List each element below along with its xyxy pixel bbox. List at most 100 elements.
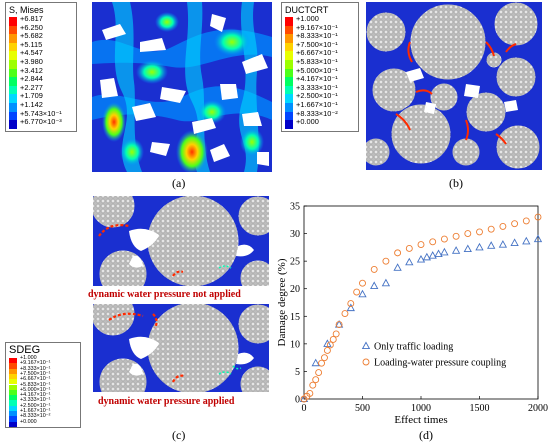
legend-swatch bbox=[285, 111, 293, 121]
y-tick-label: 5 bbox=[295, 367, 300, 378]
x-tick-label: 1000 bbox=[411, 403, 431, 414]
legend-swatch bbox=[285, 60, 293, 69]
mises-stress-contour bbox=[92, 2, 272, 172]
data-point-coupling bbox=[315, 369, 323, 376]
ductile-damage-mesh bbox=[366, 2, 542, 170]
data-point-traffic bbox=[346, 303, 355, 312]
data-point-traffic bbox=[428, 251, 437, 259]
data-point-traffic bbox=[487, 241, 496, 249]
y-tick-label: 15 bbox=[290, 312, 300, 323]
data-point-coupling bbox=[326, 341, 334, 349]
data-point-traffic bbox=[440, 247, 449, 256]
legend-swatch bbox=[9, 77, 17, 86]
y-axis-label: Damage degree (%) bbox=[276, 258, 288, 346]
legend-value: +8.333×10⁻¹ bbox=[296, 31, 338, 41]
y-tick-label: 25 bbox=[290, 257, 300, 268]
legend-swatch bbox=[285, 25, 293, 35]
caption-pressure-not-applied: dynamic water pressure not applied bbox=[88, 289, 241, 300]
legend-value: +2.277 bbox=[20, 82, 43, 92]
legend-label: Loading-water pressure coupling bbox=[374, 358, 506, 369]
data-point-traffic bbox=[522, 236, 531, 245]
legend-value: +8.333×10⁻² bbox=[20, 413, 51, 420]
data-point-coupling bbox=[347, 300, 355, 308]
legend-value: +2.500×10⁻¹ bbox=[296, 91, 338, 101]
legend-swatch bbox=[285, 68, 293, 78]
legend-value: +6.770×10⁻³ bbox=[20, 117, 62, 127]
data-point-coupling bbox=[417, 241, 425, 249]
data-point-coupling bbox=[464, 230, 472, 238]
legend-swatch bbox=[9, 405, 17, 411]
legend-value: +0.000 bbox=[296, 117, 319, 127]
data-point-coupling bbox=[329, 335, 337, 343]
legend-value: +3.333×10⁻¹ bbox=[20, 397, 51, 404]
legend-label: Only traffic loading bbox=[374, 342, 453, 353]
legend-value: +8.333×10⁻¹ bbox=[20, 365, 51, 372]
plot-frame bbox=[303, 205, 539, 400]
panel-label-c: (c) bbox=[172, 428, 186, 442]
legend-swatch bbox=[9, 42, 17, 52]
legend-value: +5.000×10⁻¹ bbox=[296, 65, 338, 75]
legend-value: +5.000×10⁻¹ bbox=[20, 386, 51, 393]
legend-value: +0.000 bbox=[20, 418, 37, 425]
data-point-traffic bbox=[416, 254, 426, 263]
y-tick-label: 20 bbox=[290, 284, 300, 295]
legend-swatch bbox=[9, 395, 17, 401]
legend-title: S, Mises bbox=[9, 5, 44, 15]
legend-swatch bbox=[9, 17, 17, 26]
panel-a: S, Mises +6.817 +6.250 +5.682 +5.115 +4.547 +… bbox=[0, 0, 276, 196]
legend-swatch bbox=[9, 34, 17, 43]
data-point-coupling bbox=[382, 257, 390, 265]
legend-swatch bbox=[9, 60, 17, 69]
caption-pressure-applied: dynamic water pressure applied bbox=[98, 396, 235, 407]
data-point-coupling bbox=[321, 354, 328, 362]
legend-value: +9.167×10⁻¹ bbox=[20, 360, 51, 367]
legend-value: +5.682 bbox=[20, 31, 43, 41]
data-point-coupling bbox=[341, 310, 349, 317]
data-point-coupling bbox=[353, 288, 361, 296]
legend-swatch bbox=[9, 68, 17, 78]
data-point-coupling bbox=[452, 232, 460, 240]
legend-value: +4.547 bbox=[20, 48, 43, 58]
data-point-traffic bbox=[463, 244, 472, 253]
data-point-traffic bbox=[451, 246, 461, 254]
legend-value: +3.980 bbox=[20, 57, 43, 66]
sdeg-mesh-top bbox=[93, 196, 269, 286]
data-point-traffic bbox=[498, 240, 508, 248]
legend-value: +5.833×10⁻¹ bbox=[20, 381, 51, 388]
legend-value: +1.142 bbox=[20, 100, 43, 109]
legend-swatch bbox=[9, 51, 17, 60]
data-point-traffic bbox=[510, 238, 519, 246]
x-axis-label: Effect times bbox=[394, 414, 447, 426]
data-point-coupling bbox=[309, 381, 317, 389]
data-point-coupling bbox=[405, 245, 413, 252]
legend-swatch bbox=[285, 17, 293, 26]
data-point-coupling bbox=[534, 213, 542, 221]
legend-swatch bbox=[9, 103, 17, 112]
legend-title: DUCTCRT bbox=[285, 5, 329, 15]
legend-value: +1.000 bbox=[20, 355, 37, 361]
legend-swatch bbox=[9, 94, 17, 103]
data-point-coupling bbox=[335, 321, 343, 329]
data-point-coupling bbox=[332, 330, 340, 338]
legend-swatch bbox=[285, 51, 293, 60]
panel-d: 0 5 10 15 20 25 30 35 0 500 1000 1500 2000 Effect tim… bbox=[276, 196, 550, 448]
legend-swatch bbox=[9, 25, 17, 35]
voids bbox=[100, 14, 269, 166]
data-point-coupling bbox=[323, 347, 331, 354]
legend-value: +3.412 bbox=[20, 65, 43, 75]
legend-swatch bbox=[285, 42, 293, 52]
data-point-traffic bbox=[405, 257, 414, 266]
data-point-coupling bbox=[487, 225, 495, 233]
sdeg-mesh-bottom bbox=[93, 304, 269, 392]
data-point-traffic bbox=[393, 263, 402, 271]
legend-swatch bbox=[285, 34, 293, 43]
legend-swatch bbox=[9, 389, 17, 396]
legend-value: +1.667×10⁻¹ bbox=[20, 408, 51, 414]
legend-swatch bbox=[285, 77, 293, 86]
legend-value: +7.500×10⁻¹ bbox=[20, 370, 51, 377]
x-tick-label: 2000 bbox=[528, 403, 548, 414]
legend-ductcrt: DUCTCRT +1.000 +9.167×10⁻¹ +8.333×10⁻¹ +7.5… bbox=[281, 2, 359, 132]
legend-swatch bbox=[285, 94, 293, 103]
legend-marker-coupling bbox=[362, 358, 370, 366]
x-tick-label: 500 bbox=[355, 403, 370, 414]
